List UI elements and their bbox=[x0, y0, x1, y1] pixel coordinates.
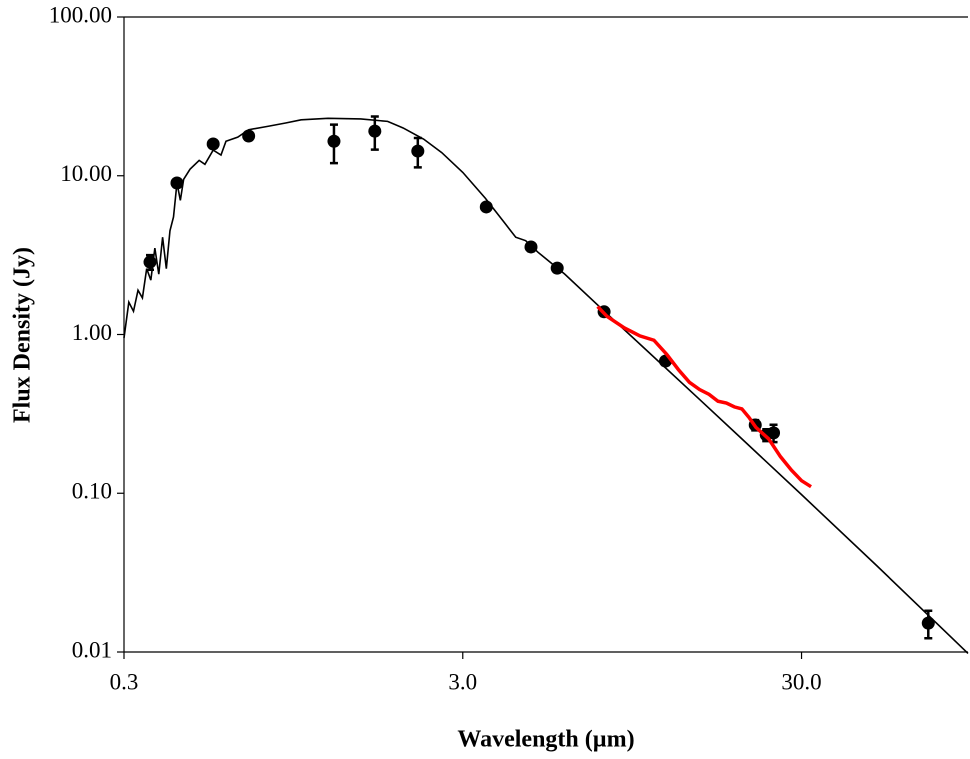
y-tick-label: 0.01 bbox=[72, 637, 112, 662]
x-axis-label: Wavelength (µm) bbox=[457, 727, 634, 753]
x-tick-label: 0.3 bbox=[110, 669, 139, 694]
x-tick-label: 30.0 bbox=[781, 669, 821, 694]
x-tick-label: 3.0 bbox=[448, 669, 477, 694]
y-axis-label: Flux Density (Jy) bbox=[10, 247, 36, 423]
data-point bbox=[550, 261, 564, 275]
data-point bbox=[411, 144, 425, 158]
data-point bbox=[170, 176, 184, 190]
series-line bbox=[596, 305, 812, 489]
y-tick-label: 10.00 bbox=[60, 161, 112, 186]
y-tick-label: 1.00 bbox=[72, 320, 112, 345]
data-point bbox=[242, 129, 256, 143]
data-point bbox=[368, 124, 382, 138]
data-point bbox=[143, 255, 157, 269]
data-point bbox=[479, 200, 493, 214]
series-line bbox=[123, 117, 969, 654]
data-point bbox=[524, 240, 538, 254]
data-point bbox=[921, 616, 935, 630]
data-point bbox=[327, 134, 341, 148]
data-point bbox=[206, 137, 220, 151]
data-point bbox=[767, 426, 781, 440]
y-tick-label: 0.10 bbox=[72, 479, 112, 504]
y-tick-label: 100.00 bbox=[49, 2, 112, 27]
